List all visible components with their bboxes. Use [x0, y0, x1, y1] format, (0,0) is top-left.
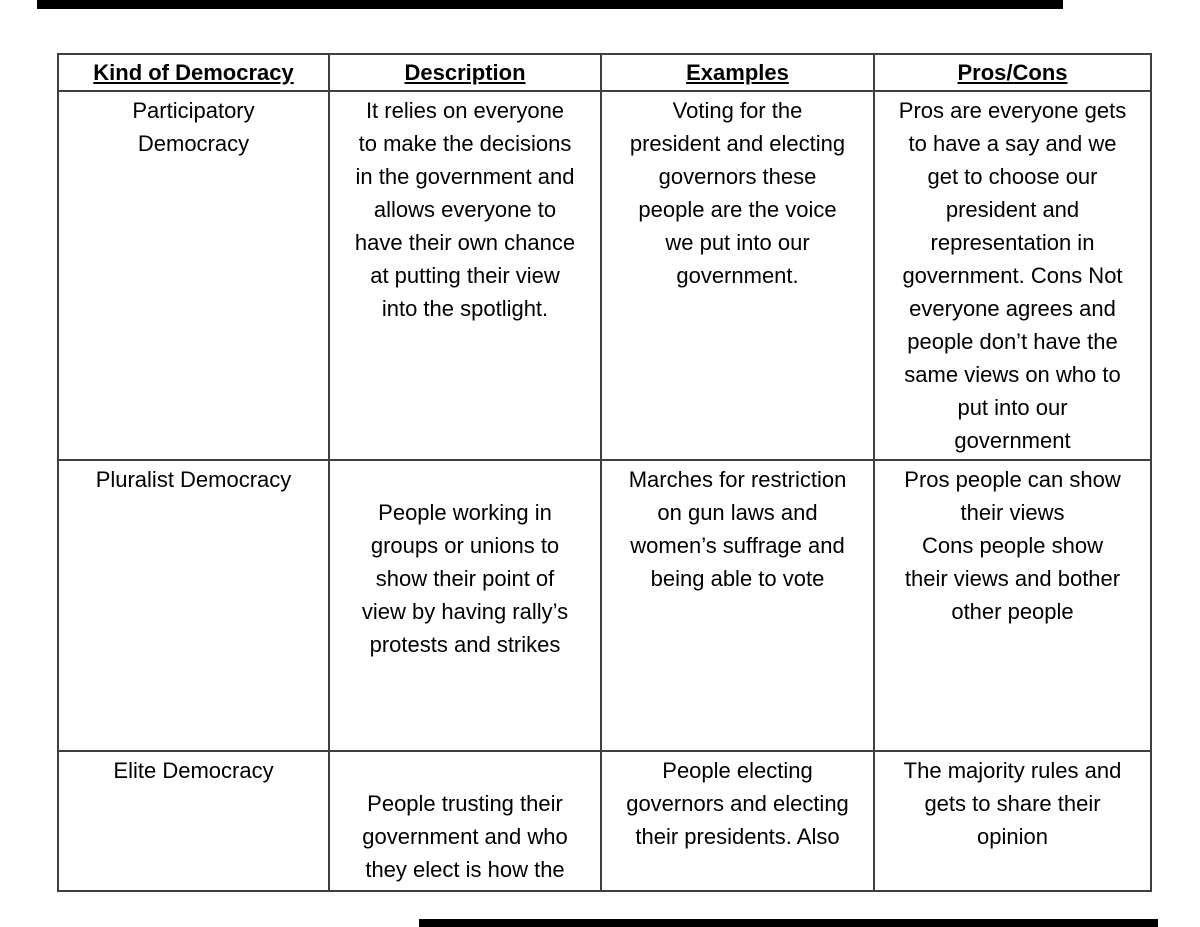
cell-elite-examples: People electing governors and electing t… — [600, 750, 875, 892]
cell-pluralist-pros-cons: Pros people can show their views Cons pe… — [873, 459, 1152, 752]
cell-participatory-pros-cons: Pros are everyone gets to have a say and… — [873, 90, 1152, 461]
table-header-row: Kind of Democracy Description Examples P… — [57, 53, 1152, 92]
cell-participatory-kind: Participatory Democracy — [57, 90, 330, 461]
cell-participatory-description: It relies on everyone to make the decisi… — [328, 90, 602, 461]
table-row-participatory: Participatory Democracy It relies on eve… — [57, 90, 1152, 461]
table-row-pluralist: Pluralist Democracy People working in gr… — [57, 459, 1152, 752]
cell-elite-kind: Elite Democracy — [57, 750, 330, 892]
column-header-description: Description — [328, 53, 602, 92]
column-header-examples: Examples — [600, 53, 875, 92]
cell-elite-pros-cons: The majority rules and gets to share the… — [873, 750, 1152, 892]
cell-pluralist-examples: Marches for restriction on gun laws and … — [600, 459, 875, 752]
cell-participatory-examples: Voting for the president and electing go… — [600, 90, 875, 461]
scan-artifact-bottom-bar — [419, 919, 1158, 927]
cell-pluralist-kind: Pluralist Democracy — [57, 459, 330, 752]
democracy-table: Kind of Democracy Description Examples P… — [57, 53, 1152, 892]
scan-artifact-top-bar — [37, 0, 1063, 9]
column-header-kind-of-democracy: Kind of Democracy — [57, 53, 330, 92]
cell-elite-description: People trusting their government and who… — [328, 750, 602, 892]
cell-pluralist-description: People working in groups or unions to sh… — [328, 459, 602, 752]
column-header-pros-cons: Pros/Cons — [873, 53, 1152, 92]
table-row-elite: Elite Democracy People trusting their go… — [57, 750, 1152, 892]
